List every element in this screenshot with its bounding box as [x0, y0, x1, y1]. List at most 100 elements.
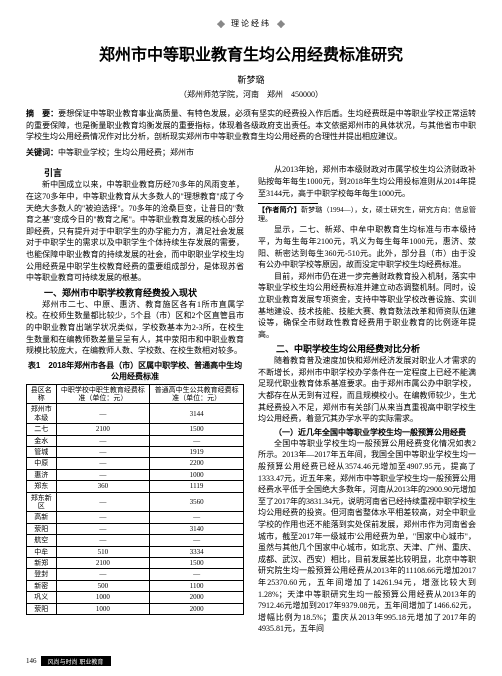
table-cell: 1119: [150, 481, 244, 492]
table-cell: 管城: [27, 447, 57, 458]
article-title: 郑州市中等职业教育生均公用经费标准研究: [26, 41, 476, 65]
table-cell: 新郑: [27, 557, 57, 568]
paragraph: 新中国成立以来，中等职业教育历经70多年的风雨变革，在这70多年中，中等职业教育…: [26, 179, 244, 283]
table-cell: —: [150, 435, 244, 446]
footer-journal-bar: 风尚与时尚 职业教育: [41, 656, 111, 666]
paragraph: 显示，二七、新郑、中牟中职教育生均标准与市本级持平，为每生每年2100元，巩义为…: [258, 224, 476, 270]
table-header: 普通高中生公共教育经费标准（单位：元）: [150, 384, 244, 404]
author-bio-footnote: 【作者简介】靳梦璐（1994—），女，硕士研究生，研究方向：信息管理。: [258, 206, 476, 224]
table-header: 县区名称: [27, 384, 57, 404]
table-cell: 2100: [56, 557, 150, 568]
abstract: 摘 要：要想保证中等职业教育事业高质量、有特色发展，必须有坚实的经费投入作后盾。…: [26, 108, 476, 143]
table-cell: 3140: [150, 523, 244, 534]
table-cell: —: [56, 469, 150, 480]
table-cell: 1500: [150, 424, 244, 435]
heading-intro: 引言: [26, 166, 244, 179]
table-row: 管城—1919: [27, 447, 244, 458]
table-cell: 郑州市本级: [27, 404, 57, 424]
body-columns: 引言 新中国成立以来，中等职业教育历经70多年的风雨变革，在这70多年中，中等职…: [26, 164, 476, 635]
table-cell: —: [150, 512, 244, 523]
keywords-label: 关键词：: [26, 148, 58, 157]
table-cell: —: [56, 535, 150, 546]
table-cell: 500: [56, 580, 150, 591]
table-cell: 高新: [27, 512, 57, 523]
table-row: 登封——: [27, 569, 244, 580]
table-cell: 荥阳: [27, 523, 57, 534]
table-row: 新郑21001500: [27, 557, 244, 568]
table-cell: —: [56, 404, 150, 424]
table-cell: 荥阳: [27, 603, 57, 614]
footnote-rule: [258, 203, 318, 204]
table-row: 二七21001500: [27, 424, 244, 435]
table-cell: 510: [56, 546, 150, 557]
table-row: 新密5001100: [27, 580, 244, 591]
heading-2-1: （一）近几年全国中等职业学校生均一般预算公用经费: [258, 427, 476, 438]
footnote-label: 【作者简介】: [258, 206, 301, 214]
table-cell: 1000: [56, 592, 150, 603]
table-cell: —: [150, 535, 244, 546]
table-cell: 2000: [150, 603, 244, 614]
table-header: 中职学校中职生教育经费标准（单位：元）: [56, 384, 150, 404]
table-row: 惠济—1000: [27, 469, 244, 480]
table-cell: 郑东: [27, 481, 57, 492]
abstract-text: 要想保证中等职业教育事业高质量、有特色发展，必须有坚实的经费投入作后盾。生均经费…: [26, 109, 476, 141]
table-row: 荥阳10002000: [27, 603, 244, 614]
table-cell: 金水: [27, 435, 57, 446]
table-cell: —: [56, 435, 150, 446]
table-row: 中原—2200: [27, 458, 244, 469]
keywords: 关键词：中等职业学校；生均公用经费；郑州市: [26, 147, 476, 159]
table-cell: 登封: [27, 569, 57, 580]
table-cell: —: [56, 523, 150, 534]
table-cell: —: [56, 458, 150, 469]
page-footer: 146 风尚与时尚 职业教育: [26, 656, 476, 666]
table-cell: 3144: [150, 404, 244, 424]
table-row: 金水——: [27, 435, 244, 446]
table-row: 巩义10002000: [27, 592, 244, 603]
table-row: 郑州市本级—3144: [27, 404, 244, 424]
abstract-label: 摘 要：: [26, 109, 58, 118]
table-cell: 1000: [56, 603, 150, 614]
table-cell: —: [150, 569, 244, 580]
table-cell: 3560: [150, 492, 244, 512]
section-label: 理论经纬: [26, 18, 476, 29]
author-affiliation: （郑州师范学院，河南 郑州 450000）: [26, 89, 476, 100]
table-cell: 360: [56, 481, 150, 492]
table-cell: 1000: [150, 469, 244, 480]
page-number: 146: [26, 657, 37, 665]
paragraph: 郑州市二七、中原、惠济、教育施区各有1所市直属学校。在校师生数量都比较少，5个县…: [26, 299, 244, 357]
table-row: 郑东新区—3560: [27, 492, 244, 512]
table-cell: 惠济: [27, 469, 57, 480]
paragraph: 随着教育普及速度加快和郑州经济发展对职业人才需求的不断增长，郑州市中职学校办学条…: [258, 355, 476, 425]
table-cell: 中原: [27, 458, 57, 469]
paragraph: 全国中等职业学校生均一般预算公用经费变化情况如表2所示。2013年—2017年五…: [258, 438, 476, 635]
table-caption: 表1 2018年郑州市各县（市）区属中职学校、普通高中生均公用经费标准: [26, 360, 244, 382]
table-row: 高新——: [27, 512, 244, 523]
table-row: 郑东3601119: [27, 481, 244, 492]
table-cell: 新密: [27, 580, 57, 591]
table-cell: —: [56, 447, 150, 458]
table-cell: 1919: [150, 447, 244, 458]
table-cell: 二七: [27, 424, 57, 435]
table-row: 航空——: [27, 535, 244, 546]
paragraph: 从2013年始，郑州市本级财政对市属学校生均公济财政补贴按每年每生1000元，到…: [258, 164, 476, 199]
table-cell: —: [56, 569, 150, 580]
heading-1: 一、郑州市中职学校教育经费投入现状: [26, 286, 244, 299]
table-row: 荥阳—3140: [27, 523, 244, 534]
table-cell: —: [56, 512, 150, 523]
table-cell: 2200: [150, 458, 244, 469]
table-cell: 郑东新区: [27, 492, 57, 512]
heading-2: 二、中职学校生均公用经费对比分析: [258, 342, 476, 355]
author-name: 靳梦璐: [26, 73, 476, 86]
table-cell: 1500: [150, 557, 244, 568]
table-cell: 2000: [150, 592, 244, 603]
table-cell: 巩义: [27, 592, 57, 603]
table-cell: —: [56, 492, 150, 512]
table-cell: 1100: [150, 580, 244, 591]
page: 理论经纬 郑州市中等职业教育生均公用经费标准研究 靳梦璐 （郑州师范学院，河南 …: [0, 0, 502, 676]
paragraph: 目前，郑州市仍在进一步完善财政教育投入机制，落实中等职业学校生均公用经费标准并建…: [258, 271, 476, 341]
table-cell: 航空: [27, 535, 57, 546]
table-cell: 中牟: [27, 546, 57, 557]
data-table: 县区名称 中职学校中职生教育经费标准（单位：元） 普通高中生公共教育经费标准（单…: [26, 384, 244, 615]
keywords-text: 中等职业学校；生均公用经费；郑州市: [58, 148, 194, 157]
table-cell: 3334: [150, 546, 244, 557]
